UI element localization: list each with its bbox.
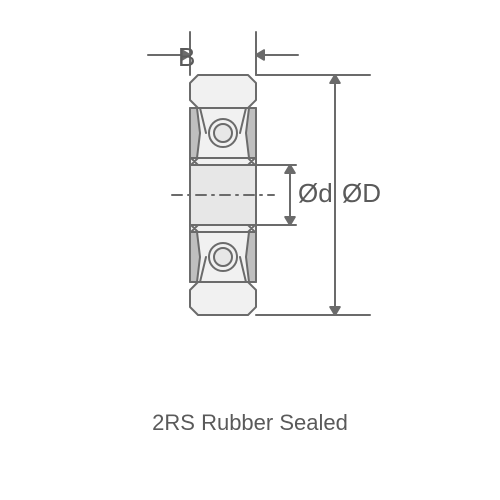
dim-label-inner-dia: Ød: [298, 178, 333, 209]
dim-label-outer-dia: ØD: [342, 178, 381, 209]
dim-label-width: B: [178, 42, 195, 73]
caption: 2RS Rubber Sealed: [0, 410, 500, 436]
diagram-stage: B Ød ØD 2RS Rubber Sealed: [0, 0, 500, 500]
